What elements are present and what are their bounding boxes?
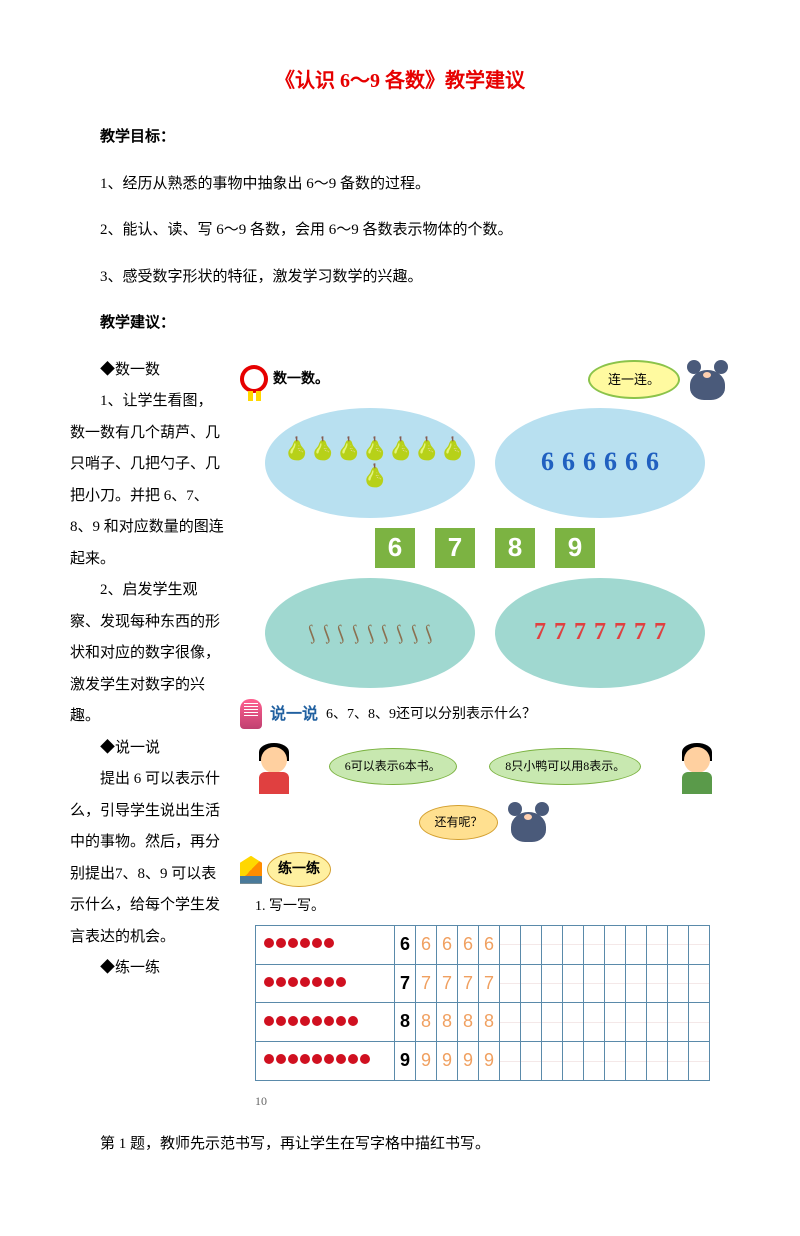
seven-glyph: 7 bbox=[654, 607, 666, 657]
mouse-icon bbox=[685, 360, 730, 400]
gourd-icon: 🍐 bbox=[413, 438, 431, 460]
spoon-oval: ʃʃʃʃʃʃʃʃʃ bbox=[265, 578, 475, 688]
mouse-icon bbox=[506, 802, 551, 842]
mic-icon bbox=[240, 699, 262, 729]
seven-oval: 7777777 bbox=[495, 578, 705, 688]
figure-area: 数一数。 连一连。 🍐🍐🍐🍐🍐🍐🍐🍐 666666 6789 ʃʃʃʃʃʃʃʃʃ… bbox=[240, 355, 730, 1115]
count-label: 数一数。 bbox=[273, 365, 329, 394]
gourd-icon: 🍐 bbox=[335, 438, 353, 460]
write-table: 66666777778888899999 bbox=[255, 925, 710, 1081]
left-text-column: ◆数一数 1、让学生看图，数一数有几个葫芦、几只哨子、几把勺子、几把小刀。并把 … bbox=[70, 355, 225, 985]
six-glyph: 6 bbox=[583, 435, 596, 490]
section-practice: ◆练一练 bbox=[70, 953, 225, 985]
advice-heading: 教学建议： bbox=[70, 308, 730, 340]
talk-row: 说一说 6、7、8、9还可以分别表示什么？ bbox=[240, 698, 730, 732]
people-row: 6可以表示6本书。 8只小鸭可以用8表示。 bbox=[240, 739, 730, 794]
gourd-icon: 🍐 bbox=[309, 438, 327, 460]
seven-glyph: 7 bbox=[534, 607, 546, 657]
page-title: 《认识 6～9 各数》教学建议 bbox=[70, 60, 730, 102]
gourd-icon: 🍐 bbox=[283, 438, 301, 460]
girl-icon bbox=[251, 739, 296, 794]
six-glyph: 6 bbox=[541, 435, 554, 490]
talk-para: 提出 6 可以表示什么，引导学生说出生活中的事物。然后，再分别提出7、8、9 可… bbox=[70, 764, 225, 953]
gourd-icon: 🍐 bbox=[439, 438, 457, 460]
gourd-oval: 🍐 🍐 🍐 🍐 🍐 🍐 🍐 🍐 bbox=[265, 408, 475, 518]
six-glyph: 6 bbox=[562, 435, 575, 490]
seven-glyph: 7 bbox=[634, 607, 646, 657]
section-count: ◆数一数 bbox=[70, 355, 225, 387]
count-para: 2、启发学生观察、发现每种东西的形状和对应的数字很像，激发学生对数字的兴趣。 bbox=[70, 575, 225, 733]
seven-glyph: 7 bbox=[594, 607, 606, 657]
goals-heading: 教学目标： bbox=[70, 122, 730, 154]
connect-bubble: 连一连。 bbox=[588, 360, 680, 399]
practice-head: 练一练 bbox=[240, 852, 730, 887]
goal-item: 3、感受数字形状的特征，激发学习数学的兴趣。 bbox=[70, 262, 730, 294]
seven-glyph: 7 bbox=[614, 607, 626, 657]
talk-bracket: 说一说 bbox=[270, 698, 318, 732]
num-box: 7 bbox=[435, 528, 475, 568]
section-talk: ◆说一说 bbox=[70, 733, 225, 765]
six-glyph: 6 bbox=[604, 435, 617, 490]
boy-icon bbox=[674, 739, 719, 794]
six-glyph: 6 bbox=[646, 435, 659, 490]
seven-glyph: 7 bbox=[554, 607, 566, 657]
pencil-icon bbox=[240, 856, 262, 884]
page-number: 10 bbox=[255, 1089, 730, 1114]
talk-question: 6、7、8、9还可以分别表示什么？ bbox=[326, 700, 536, 729]
write-title: 1. 写一写。 bbox=[255, 892, 730, 921]
rosette-icon bbox=[240, 365, 268, 393]
practice-label: 练一练 bbox=[267, 852, 331, 887]
goal-item: 2、能认、读、写 6～9 各数，会用 6～9 各数表示物体的个数。 bbox=[70, 215, 730, 247]
bubble-8: 8只小鸭可以用8表示。 bbox=[489, 748, 641, 785]
six-oval: 666666 bbox=[495, 408, 705, 518]
number-boxes: 6789 bbox=[240, 528, 730, 568]
gourd-icon: 🍐 bbox=[387, 438, 405, 460]
num-box: 6 bbox=[375, 528, 415, 568]
num-box: 9 bbox=[555, 528, 595, 568]
num-box: 8 bbox=[495, 528, 535, 568]
goal-item: 1、经历从熟悉的事物中抽象出 6～9 备数的过程。 bbox=[70, 169, 730, 201]
count-para: 1、让学生看图，数一数有几个葫芦、几只哨子、几把勺子、几把小刀。并把 6、7、8… bbox=[70, 386, 225, 575]
gourd-icon: 🍐 bbox=[361, 465, 379, 487]
practice-para: 第 1 题，教师先示范书写，再让学生在写字格中描红书写。 bbox=[70, 1129, 730, 1161]
bubble-6: 6可以表示6本书。 bbox=[329, 748, 457, 785]
more-bubble: 还有呢？ bbox=[419, 805, 497, 840]
six-glyph: 6 bbox=[625, 435, 638, 490]
gourd-icon: 🍐 bbox=[361, 438, 379, 460]
seven-glyph: 7 bbox=[574, 607, 586, 657]
count-badge: 数一数。 bbox=[240, 365, 329, 394]
